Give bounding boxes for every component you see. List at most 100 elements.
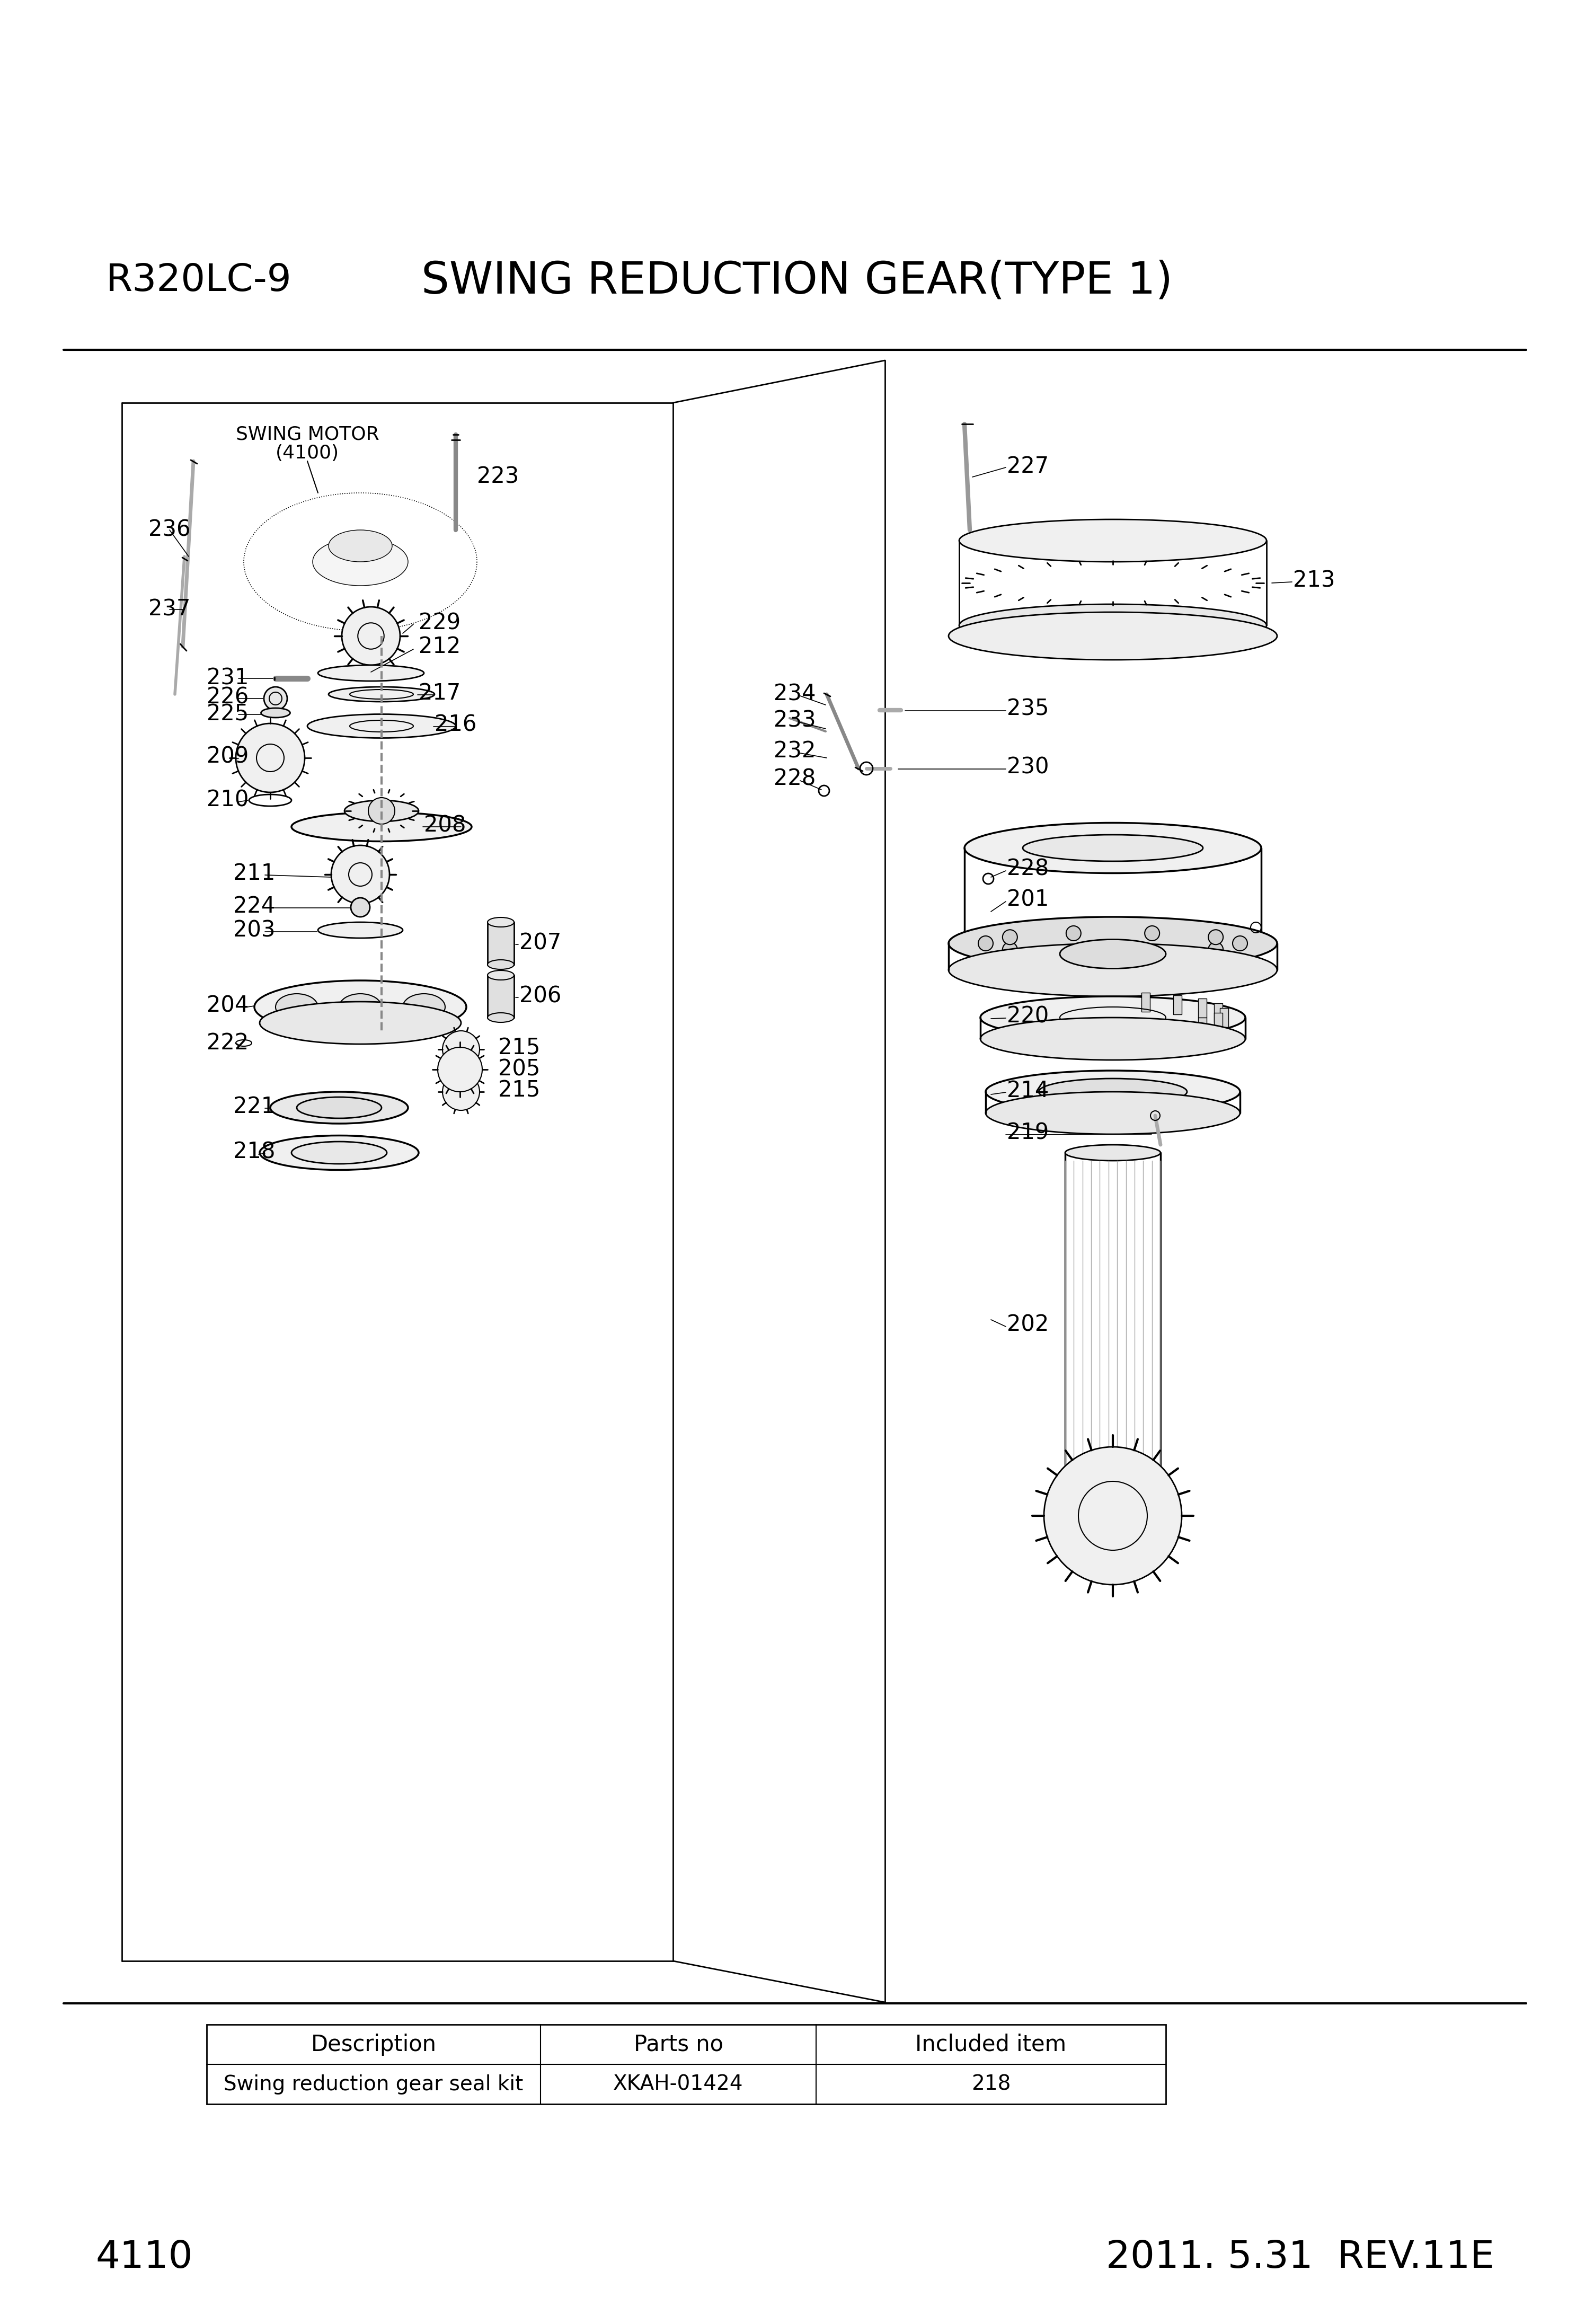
Circle shape (341, 607, 400, 665)
Circle shape (1066, 946, 1081, 960)
Ellipse shape (985, 1092, 1240, 1134)
Bar (1199, 999, 1207, 1018)
Text: Description: Description (311, 2034, 437, 2057)
Text: 201: 201 (1007, 888, 1049, 911)
Ellipse shape (964, 823, 1261, 874)
Circle shape (443, 1032, 480, 1069)
Ellipse shape (948, 918, 1277, 969)
Ellipse shape (1065, 1476, 1160, 1492)
Text: 211: 211 (233, 862, 276, 885)
Ellipse shape (260, 1002, 461, 1043)
Bar (1199, 1018, 1207, 1037)
Text: 206: 206 (520, 985, 561, 1009)
Text: Parts no: Parts no (633, 2034, 724, 2057)
Circle shape (1003, 930, 1017, 944)
Bar (1215, 1013, 1223, 1032)
Circle shape (1208, 930, 1223, 944)
Ellipse shape (980, 1018, 1245, 1060)
Text: 234: 234 (773, 683, 816, 706)
Circle shape (1232, 937, 1248, 951)
Ellipse shape (271, 1092, 408, 1122)
Text: 236: 236 (148, 518, 191, 541)
Circle shape (1044, 1448, 1181, 1585)
Circle shape (1144, 925, 1159, 941)
Text: 231: 231 (207, 667, 249, 690)
Bar (488, 923, 513, 964)
Text: (4100): (4100) (276, 444, 340, 462)
Circle shape (438, 1048, 483, 1092)
Text: 227: 227 (1007, 456, 1049, 476)
Text: 228: 228 (773, 767, 816, 790)
Text: 2011. 5.31  REV.11E: 2011. 5.31 REV.11E (1106, 2240, 1495, 2275)
Ellipse shape (255, 981, 467, 1034)
Bar (1215, 1004, 1223, 1023)
Ellipse shape (403, 995, 445, 1020)
Text: SWING REDUCTION GEAR(TYPE 1): SWING REDUCTION GEAR(TYPE 1) (421, 260, 1173, 302)
Text: 209: 209 (207, 746, 249, 767)
Text: 228: 228 (1007, 858, 1049, 881)
Ellipse shape (1060, 939, 1165, 969)
Ellipse shape (960, 604, 1267, 646)
Text: 215: 215 (497, 1037, 540, 1060)
Text: R320LC-9: R320LC-9 (105, 263, 292, 300)
Circle shape (368, 797, 395, 825)
Text: Included item: Included item (915, 2034, 1066, 2057)
Text: 230: 230 (1007, 755, 1049, 779)
Circle shape (1144, 946, 1159, 960)
Text: SWING MOTOR: SWING MOTOR (236, 425, 379, 444)
Circle shape (1208, 941, 1223, 957)
Circle shape (1066, 925, 1081, 941)
Ellipse shape (488, 1013, 513, 1023)
Ellipse shape (328, 688, 435, 702)
Bar (207, 2024, 1165, 2103)
Text: 223: 223 (477, 465, 520, 488)
Ellipse shape (948, 944, 1277, 997)
Text: 229: 229 (419, 611, 461, 634)
Ellipse shape (312, 537, 408, 586)
Bar (488, 976, 513, 1018)
Ellipse shape (488, 971, 513, 981)
Ellipse shape (960, 518, 1267, 562)
Text: 216: 216 (435, 713, 477, 737)
Text: 203: 203 (233, 918, 276, 941)
Circle shape (236, 723, 304, 792)
Ellipse shape (985, 1071, 1240, 1113)
Text: 205: 205 (497, 1057, 540, 1081)
Text: 204: 204 (207, 995, 249, 1018)
Text: 237: 237 (148, 597, 190, 621)
Text: 215: 215 (497, 1081, 540, 1102)
Circle shape (265, 688, 287, 711)
Text: 218: 218 (971, 2075, 1011, 2094)
Ellipse shape (317, 665, 424, 681)
Ellipse shape (261, 709, 290, 718)
Text: 219: 219 (1007, 1122, 1049, 1143)
Text: 233: 233 (773, 709, 816, 732)
Ellipse shape (1039, 1078, 1188, 1104)
Ellipse shape (1023, 834, 1203, 862)
Text: 4110: 4110 (96, 2240, 193, 2275)
Ellipse shape (292, 811, 472, 841)
Ellipse shape (980, 997, 1245, 1039)
Text: 220: 220 (1007, 1006, 1049, 1027)
Text: XKAH-01424: XKAH-01424 (614, 2075, 743, 2094)
Ellipse shape (344, 799, 419, 820)
Circle shape (332, 846, 389, 904)
Text: 214: 214 (1007, 1081, 1049, 1102)
Ellipse shape (488, 960, 513, 969)
Ellipse shape (1065, 1146, 1160, 1160)
Text: 235: 235 (1007, 697, 1049, 720)
Ellipse shape (340, 995, 381, 1020)
Text: 232: 232 (773, 741, 816, 762)
Ellipse shape (276, 995, 317, 1020)
Ellipse shape (296, 1097, 381, 1118)
Text: 221: 221 (233, 1095, 276, 1118)
Text: 213: 213 (1293, 569, 1336, 593)
Bar (1141, 1023, 1149, 1041)
Ellipse shape (308, 713, 456, 739)
Bar (1173, 995, 1181, 1013)
Circle shape (351, 897, 370, 918)
Bar (1219, 1009, 1229, 1027)
Text: 208: 208 (424, 816, 465, 837)
Text: 226: 226 (207, 686, 249, 709)
Ellipse shape (948, 611, 1277, 660)
